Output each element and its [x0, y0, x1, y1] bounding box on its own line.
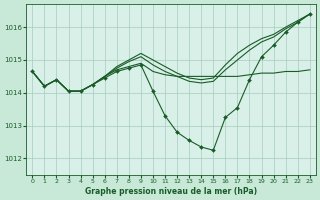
- X-axis label: Graphe pression niveau de la mer (hPa): Graphe pression niveau de la mer (hPa): [85, 187, 257, 196]
